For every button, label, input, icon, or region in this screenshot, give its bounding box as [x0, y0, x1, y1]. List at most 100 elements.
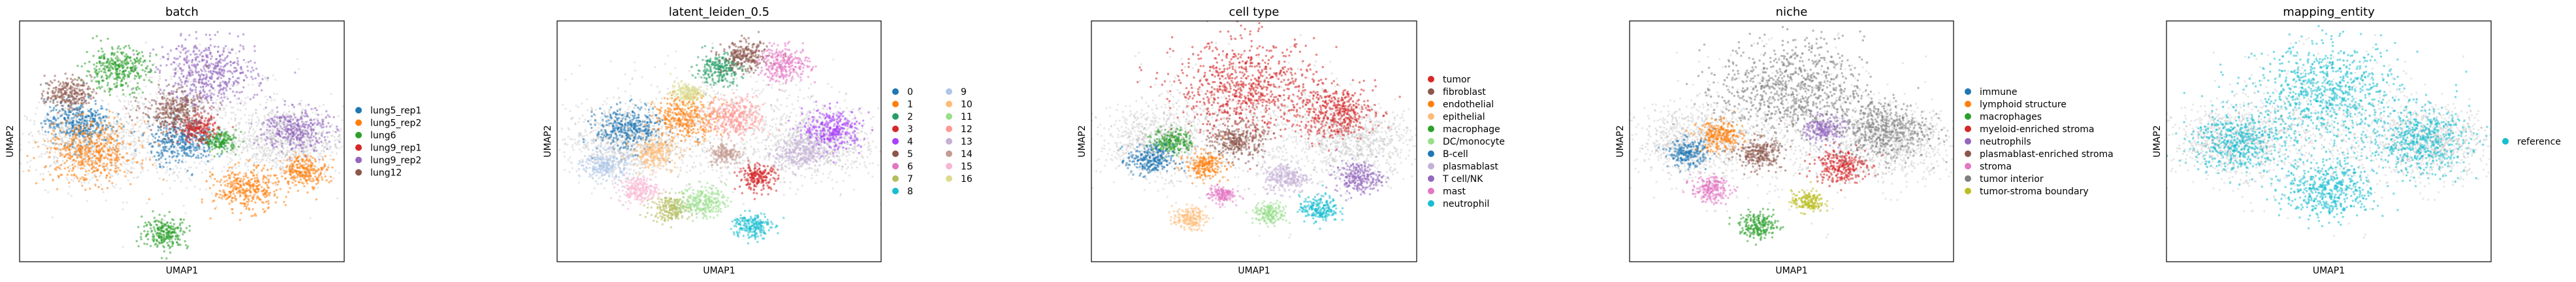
- point: [248, 121, 251, 124]
- point: [265, 190, 268, 194]
- point: [114, 62, 117, 65]
- point: [189, 107, 191, 109]
- point: [48, 111, 51, 113]
- point: [87, 172, 89, 175]
- point: [215, 145, 217, 149]
- point: [258, 118, 261, 121]
- point: [137, 245, 140, 247]
- point: [143, 60, 146, 62]
- point: [52, 109, 55, 111]
- point: [146, 138, 149, 141]
- point: [242, 137, 244, 140]
- point: [97, 113, 99, 116]
- point: [106, 135, 109, 138]
- point: [122, 130, 125, 133]
- point: [131, 62, 134, 64]
- point: [50, 139, 52, 142]
- point: [65, 159, 69, 162]
- point: [255, 124, 259, 128]
- point: [134, 65, 137, 67]
- point: [78, 113, 81, 116]
- point: [99, 113, 101, 116]
- point: [119, 118, 122, 121]
- point: [156, 14, 158, 16]
- point: [130, 167, 133, 170]
- point: [22, 170, 25, 173]
- point: [282, 162, 284, 165]
- point: [291, 175, 294, 179]
- point: [305, 150, 308, 153]
- point: [314, 146, 317, 149]
- point: [160, 156, 163, 159]
- point: [195, 149, 199, 151]
- point: [269, 154, 272, 158]
- point: [235, 167, 238, 169]
- point: [157, 143, 160, 145]
- point: [238, 136, 241, 139]
- point: [163, 230, 165, 233]
- point: [200, 131, 202, 133]
- point: [320, 150, 323, 152]
- point: [189, 166, 192, 169]
- point: [78, 121, 80, 124]
- point: [131, 109, 133, 111]
- point: [159, 77, 161, 80]
- point: [248, 130, 250, 133]
- point: [311, 156, 314, 159]
- point: [71, 133, 74, 135]
- point: [68, 141, 71, 143]
- point: [236, 192, 238, 194]
- point: [325, 168, 328, 171]
- point: [324, 146, 327, 149]
- point: [266, 207, 269, 209]
- point: [255, 160, 258, 164]
- point: [147, 135, 150, 137]
- point: [84, 127, 87, 130]
- point: [20, 149, 22, 151]
- point: [35, 169, 38, 171]
- point: [230, 111, 233, 114]
- point: [201, 148, 204, 150]
- point: [296, 175, 298, 179]
- point: [292, 153, 295, 156]
- point: [240, 177, 242, 181]
- point: [82, 140, 86, 143]
- point: [200, 156, 202, 159]
- point: [142, 103, 145, 106]
- point: [95, 35, 98, 37]
- point: [80, 156, 82, 159]
- point: [173, 179, 176, 182]
- point: [60, 173, 63, 176]
- point: [232, 143, 234, 146]
- point: [67, 116, 69, 119]
- point: [50, 147, 52, 150]
- point: [287, 105, 290, 107]
- point: [142, 134, 144, 137]
- point: [293, 160, 296, 164]
- point: [41, 128, 44, 132]
- point: [320, 113, 323, 116]
- point: [181, 221, 184, 224]
- point: [238, 171, 241, 174]
- point: [129, 109, 131, 111]
- point: [106, 152, 110, 155]
- point: [243, 205, 246, 207]
- point: [150, 227, 152, 230]
- point: [47, 119, 50, 122]
- point: [105, 174, 108, 177]
- point: [264, 209, 266, 213]
- point: [103, 62, 105, 65]
- point: [306, 179, 308, 182]
- point: [91, 120, 94, 123]
- point: [89, 147, 91, 149]
- point: [138, 163, 141, 166]
- point: [89, 108, 92, 111]
- point: [130, 131, 133, 133]
- point: [121, 62, 123, 65]
- point: [279, 165, 282, 168]
- point: [234, 70, 237, 73]
- point: [298, 152, 300, 155]
- point: [280, 139, 283, 142]
- point: [158, 220, 161, 223]
- point: [71, 148, 73, 150]
